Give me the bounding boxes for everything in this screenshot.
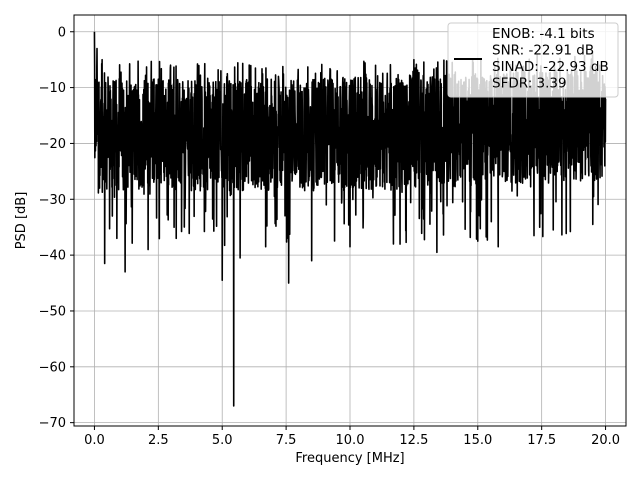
x-tick-label: 12.5 — [399, 433, 428, 448]
x-tick-label: 7.5 — [276, 433, 297, 448]
x-axis-label: Frequency [MHz] — [295, 451, 404, 466]
legend-entry-snr: SNR: -22.91 dB — [492, 43, 594, 59]
y-tick-label: −60 — [39, 360, 66, 375]
y-tick-label: −20 — [39, 137, 66, 152]
legend-entry-sinad: SINAD: -22.93 dB — [492, 59, 609, 75]
legend-box — [447, 22, 619, 98]
y-axis-ticks: 0 −10 −20 −30 −40 −50 −60 −70 — [39, 25, 74, 431]
legend-entry-sfdr: SFDR: 3.39 — [492, 76, 567, 92]
x-tick-label: 20.0 — [591, 433, 620, 448]
x-tick-label: 5.0 — [212, 433, 233, 448]
y-tick-label: −70 — [39, 416, 66, 431]
legend-entry-enob: ENOB: -4.1 bits — [492, 26, 595, 42]
x-tick-label: 10.0 — [336, 433, 365, 448]
y-tick-label: 0 — [58, 25, 66, 40]
y-tick-label: −30 — [39, 193, 66, 208]
x-tick-label: 0.0 — [84, 433, 105, 448]
legend: ENOB: -4.1 bits SNR: -22.91 dB SINAD: -2… — [447, 22, 619, 98]
y-tick-label: −40 — [39, 249, 66, 264]
x-tick-label: 15.0 — [463, 433, 492, 448]
x-axis-ticks: 0.0 2.5 5.0 7.5 10.0 12.5 15.0 17.5 20.0 — [84, 426, 620, 448]
x-tick-label: 2.5 — [148, 433, 169, 448]
y-axis-label: PSD [dB] — [14, 192, 29, 250]
y-tick-label: −10 — [39, 81, 66, 96]
y-tick-label: −50 — [39, 304, 66, 319]
x-tick-label: 17.5 — [527, 433, 556, 448]
